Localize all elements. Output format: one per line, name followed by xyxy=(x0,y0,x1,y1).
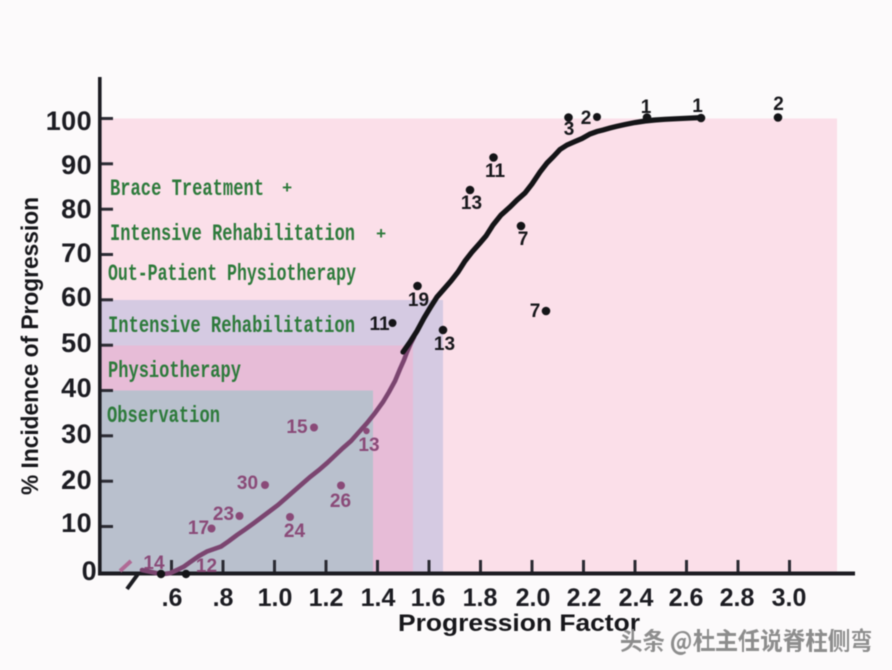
svg-text:10: 10 xyxy=(61,508,92,538)
svg-text:70: 70 xyxy=(61,238,92,268)
svg-text:20: 20 xyxy=(61,465,92,495)
svg-text:26: 26 xyxy=(330,491,351,512)
svg-text:0: 0 xyxy=(82,556,97,586)
svg-text:7: 7 xyxy=(518,229,529,250)
svg-text:100: 100 xyxy=(46,106,92,136)
svg-text:.6: .6 xyxy=(162,584,183,612)
svg-text:1: 1 xyxy=(641,97,652,118)
svg-text:11: 11 xyxy=(369,314,390,335)
svg-text:3: 3 xyxy=(564,119,575,140)
svg-text:Intensive Rehabilitation: Intensive Rehabilitation xyxy=(108,313,355,339)
svg-text:50: 50 xyxy=(61,328,92,358)
svg-text:2.0: 2.0 xyxy=(516,584,551,612)
svg-text:1.6: 1.6 xyxy=(411,584,446,612)
svg-text:90: 90 xyxy=(61,150,92,180)
svg-text:80: 80 xyxy=(61,194,92,224)
svg-text:1.0: 1.0 xyxy=(258,584,293,612)
svg-text:Out-Patient Physiotherapy: Out-Patient Physiotherapy xyxy=(108,261,356,287)
svg-text:1.2: 1.2 xyxy=(309,584,344,612)
svg-text:Brace Treatment: Brace Treatment xyxy=(110,176,264,202)
svg-text:13: 13 xyxy=(434,334,455,355)
svg-text:11: 11 xyxy=(485,161,506,182)
svg-text:30: 30 xyxy=(61,419,92,449)
svg-text:7: 7 xyxy=(530,301,541,322)
svg-text:15: 15 xyxy=(286,417,308,438)
svg-text:60: 60 xyxy=(61,282,92,312)
svg-text:Physiotherapy: Physiotherapy xyxy=(108,358,241,384)
svg-text:1.8: 1.8 xyxy=(463,584,498,612)
svg-text:+: + xyxy=(376,226,386,245)
svg-text:17: 17 xyxy=(188,518,209,539)
svg-text:12: 12 xyxy=(196,556,217,577)
svg-text:Intensive Rehabilitation: Intensive Rehabilitation xyxy=(110,221,355,247)
svg-text:1.4: 1.4 xyxy=(361,584,396,612)
svg-text:3.0: 3.0 xyxy=(772,584,807,612)
svg-text:1: 1 xyxy=(692,96,703,117)
svg-text:+: + xyxy=(282,180,292,199)
svg-text:% Incidence of Progression: % Incidence of Progression xyxy=(17,197,44,495)
svg-text:40: 40 xyxy=(61,373,92,403)
svg-text:13: 13 xyxy=(461,193,482,214)
svg-text:2.4: 2.4 xyxy=(619,584,654,612)
svg-text:.8: .8 xyxy=(213,584,234,612)
svg-text:23: 23 xyxy=(213,504,234,525)
svg-text:14: 14 xyxy=(143,553,165,574)
svg-text:2.6: 2.6 xyxy=(669,584,704,612)
svg-text:Observation: Observation xyxy=(107,403,220,429)
svg-text:19: 19 xyxy=(408,290,429,311)
svg-text:24: 24 xyxy=(284,521,306,542)
svg-text:2: 2 xyxy=(773,94,784,115)
svg-text:30: 30 xyxy=(237,473,258,494)
svg-text:2.8: 2.8 xyxy=(720,584,755,612)
svg-text:2.2: 2.2 xyxy=(567,584,602,612)
svg-text:13: 13 xyxy=(358,435,379,456)
svg-text:Progression Factor: Progression Factor xyxy=(398,610,640,637)
svg-text:2: 2 xyxy=(581,108,592,129)
